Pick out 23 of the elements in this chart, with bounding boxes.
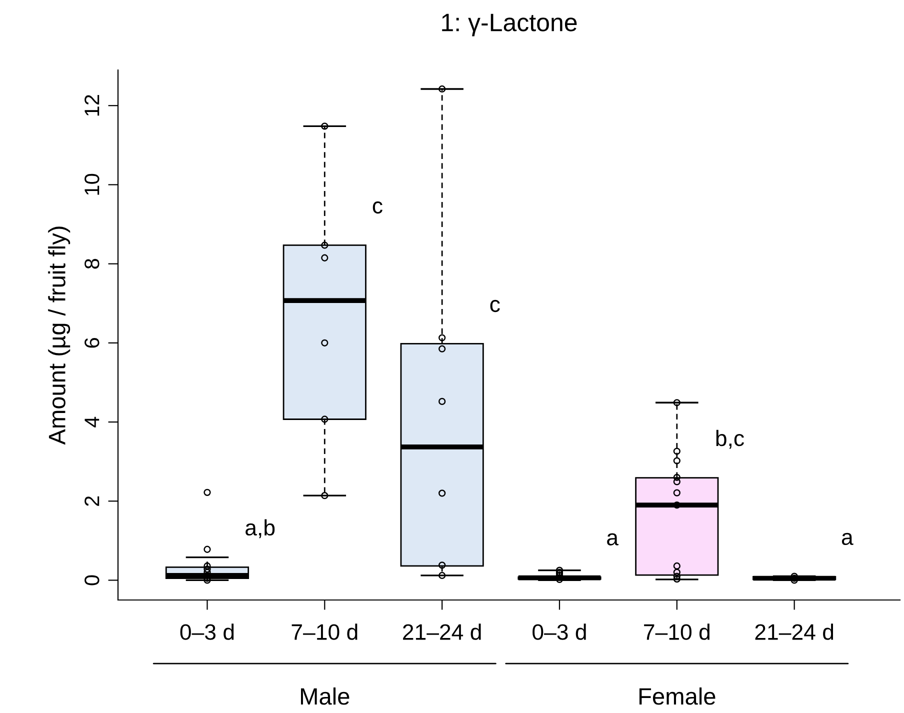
text: Female (639, 687, 716, 705)
annotation: a (607, 533, 619, 546)
x-tick-label: 7–10 d (292, 624, 358, 640)
y-tick-label: 8 (84, 258, 100, 269)
x-tick-label: 21–24 d (755, 624, 834, 640)
y-tick-label: 4 (84, 416, 100, 428)
x-tick-label: 7–10 d (644, 624, 710, 640)
text: Male (301, 687, 350, 705)
y-tick-label: 2 (84, 496, 100, 506)
y-tick-label: 6 (84, 338, 100, 348)
y-tick-label: 10 (84, 174, 100, 195)
annotation: a (842, 532, 854, 546)
chart-title: 1: γ-Lactone (442, 14, 577, 36)
annotation: b,c (716, 430, 744, 449)
annotation: c (372, 201, 382, 214)
x-tick-label: 21–24 d (403, 624, 481, 640)
y-tick-label: 0 (84, 575, 100, 586)
annotation: c (490, 300, 500, 312)
y-tick-label: 12 (84, 95, 100, 116)
y-axis-title: Amount (µg / fruit fly) (48, 226, 70, 445)
x-tick-label: 0–3 d (532, 624, 586, 640)
annotation: a,b (246, 519, 275, 538)
x-tick-label: 0–3 d (180, 624, 234, 640)
